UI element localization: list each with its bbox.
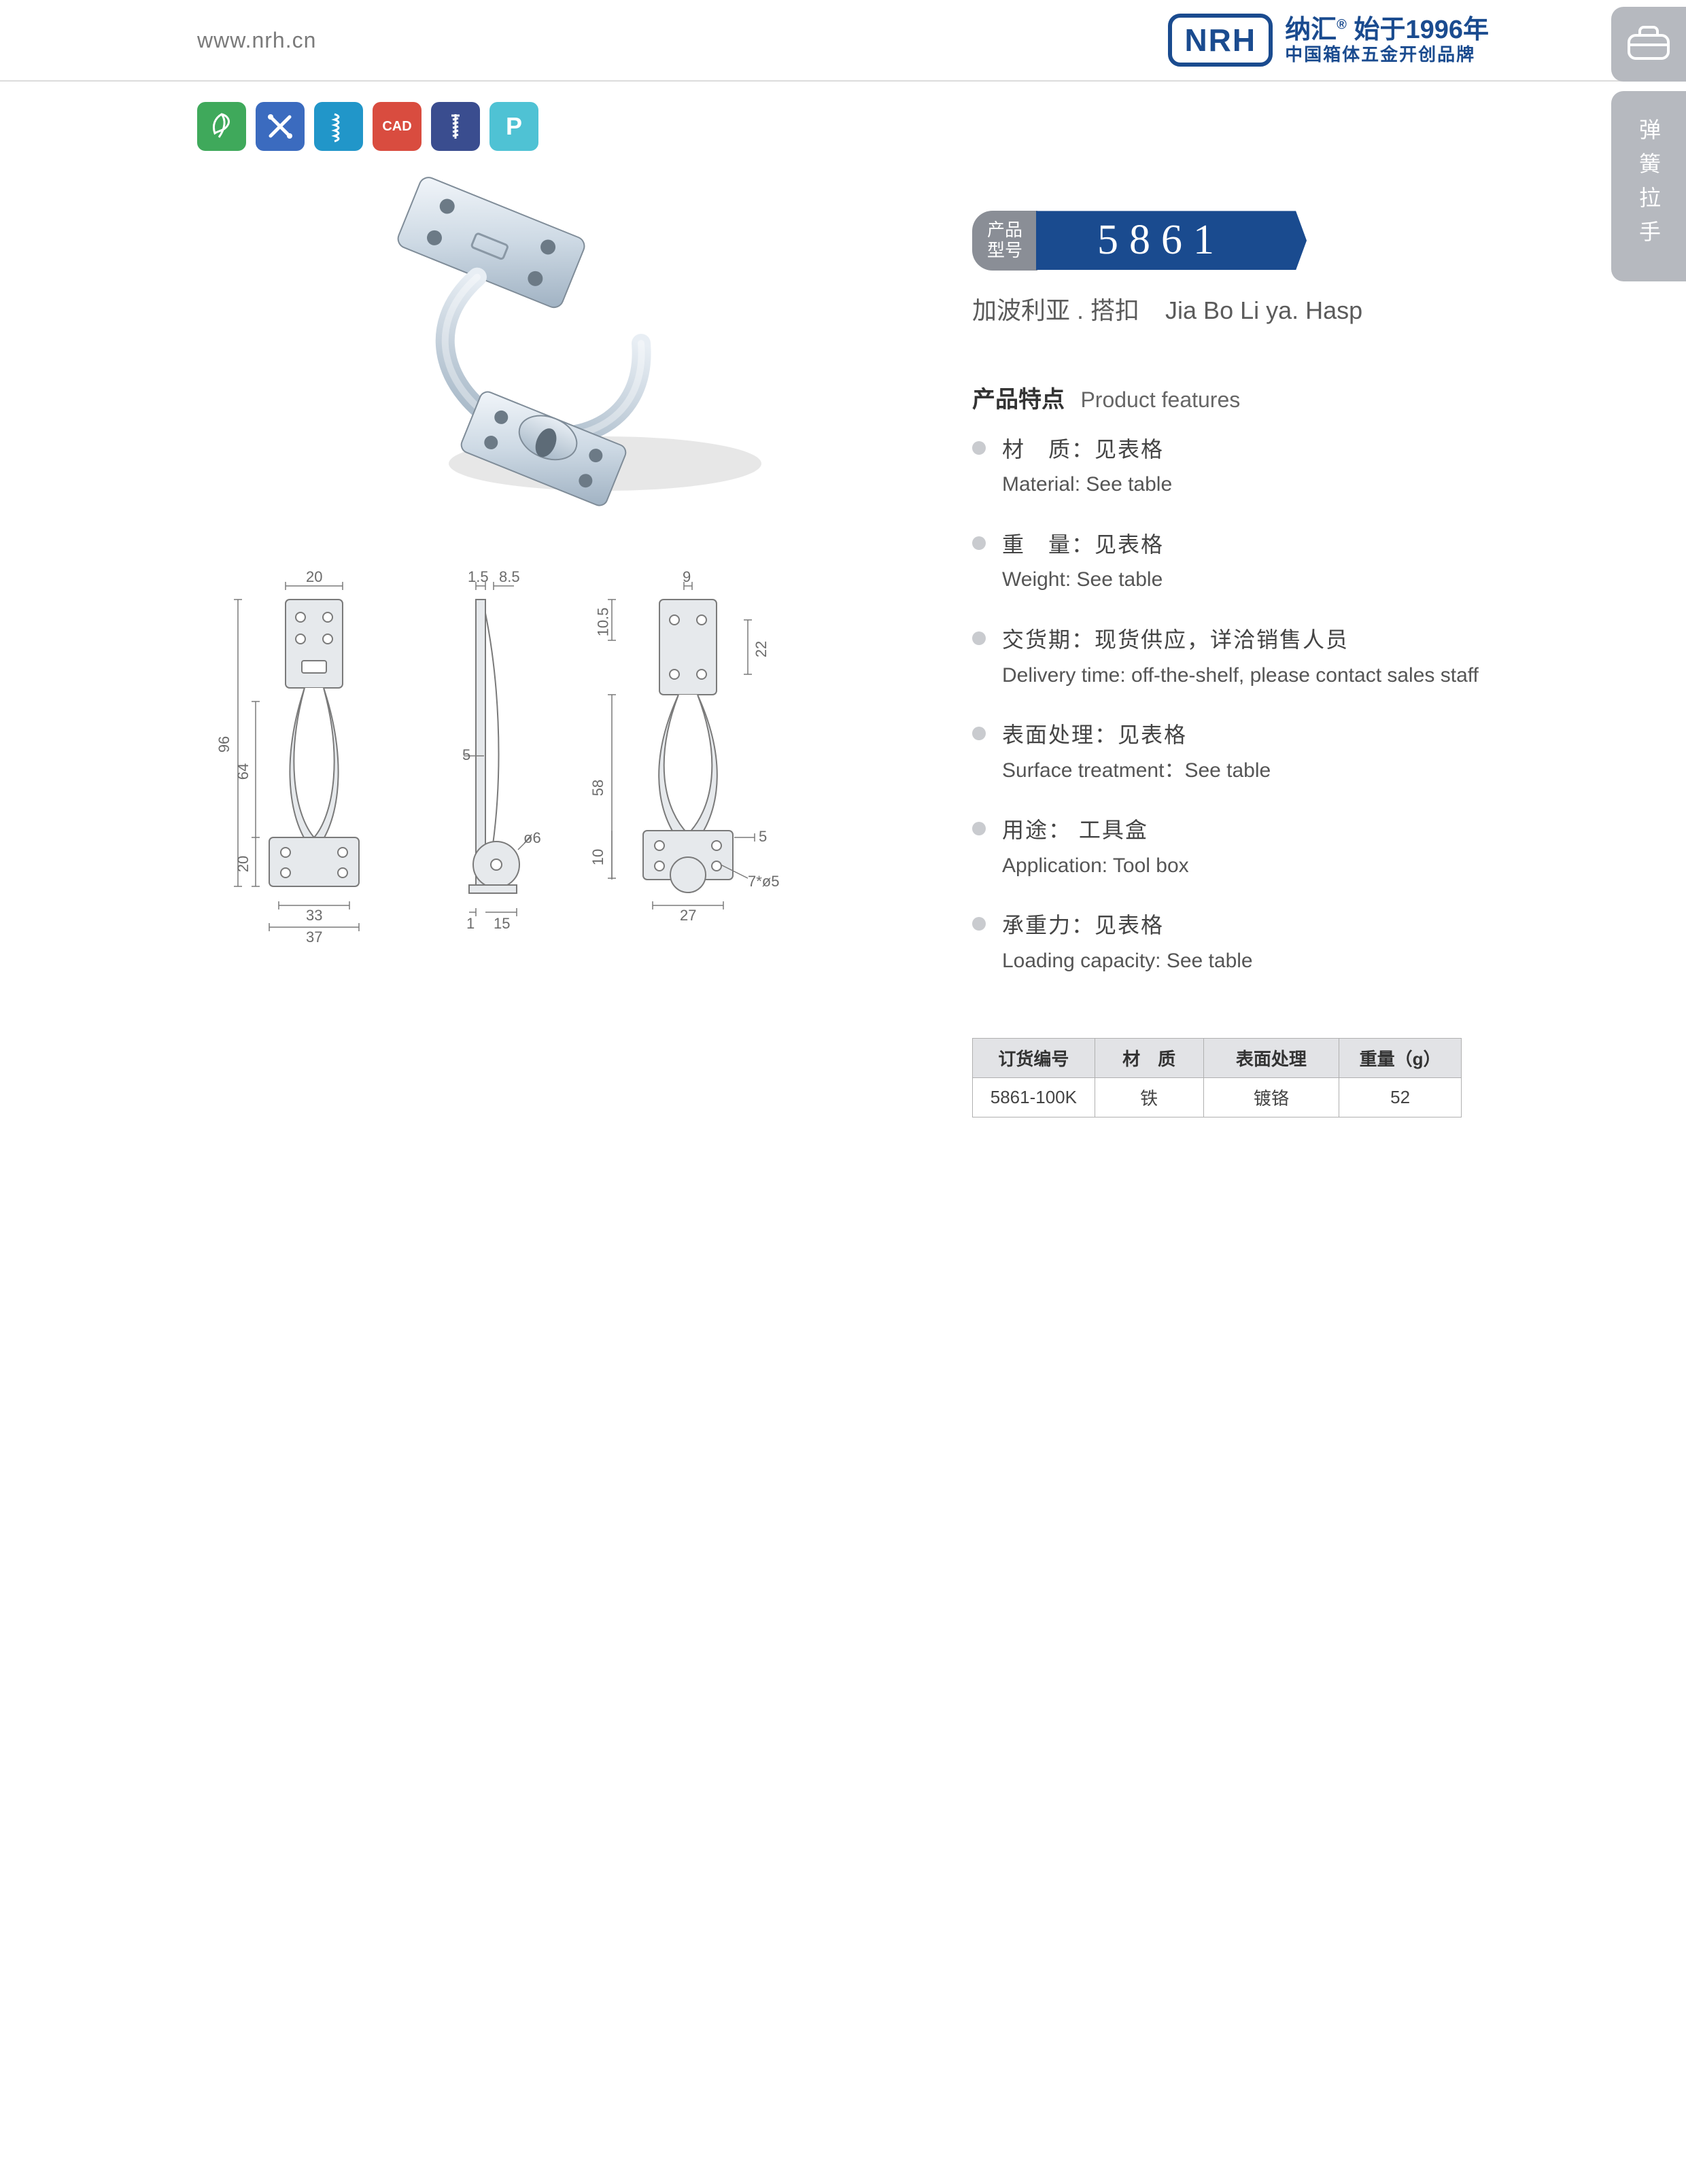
th-material: 材 质 — [1095, 1039, 1203, 1078]
cross-tool-icon — [256, 102, 305, 151]
feature-en: Material: See table — [1002, 469, 1489, 501]
website-url: www.nrh.cn — [197, 28, 316, 53]
feature-en: Weight: See table — [1002, 564, 1489, 596]
model-label: 产品 型号 — [972, 211, 1037, 271]
dim-front-top-w: 20 — [306, 568, 322, 586]
brand-line1: 纳汇® 始于1996年 — [1285, 16, 1489, 45]
feature-en: Application: Tool box — [1002, 850, 1489, 882]
dim-base-base-h: 10 — [589, 849, 607, 865]
dim-side-mid: 5 — [462, 746, 470, 764]
dim-base-slot: 5 — [759, 828, 767, 846]
left-column: CAD P — [197, 102, 891, 1117]
icon-row: CAD P — [197, 102, 891, 151]
dim-side-b1: 1 — [466, 915, 475, 933]
feature-en: Delivery time: off-the-shelf, please con… — [1002, 660, 1489, 692]
th-weight: 重量（g） — [1339, 1039, 1462, 1078]
brand-line2: 中国箱体五金开创品牌 — [1285, 45, 1489, 65]
feature-cn: 表面处理：见表格 — [1002, 718, 1489, 752]
features-title-cn: 产品特点 — [972, 387, 1065, 413]
side-tab-label: 弹簧拉手 — [1611, 91, 1686, 281]
base-view: 9 10.5 22 58 10 5 7*ø5 27 — [585, 566, 802, 967]
dim-front-outer-w: 37 — [306, 929, 322, 946]
product-name-cn: 加波利亚 . 搭扣 — [972, 296, 1139, 324]
eco-icon — [197, 102, 246, 151]
dim-base-plate-h: 22 — [753, 641, 770, 657]
dim-front-loop-h: 64 — [235, 763, 252, 780]
brand-logo: NRH — [1168, 14, 1273, 67]
dim-front-inner-w: 33 — [306, 907, 322, 924]
dim-base-top-h: 10.5 — [594, 608, 612, 637]
cad-icon: CAD — [373, 102, 422, 151]
product-name: 加波利亚 . 搭扣 Jia Bo Li ya. Hasp — [972, 291, 1489, 326]
td-material: 铁 — [1095, 1078, 1203, 1117]
dim-base-holes: 7*ø5 — [748, 873, 779, 890]
feature-list: 材 质：见表格 Material: See table 重 量：见表格 Weig… — [972, 433, 1489, 977]
features-title: 产品特点 Product features — [972, 381, 1489, 414]
screw-icon — [431, 102, 480, 151]
feature-cn: 材 质：见表格 — [1002, 433, 1489, 467]
feature-item: 重 量：见表格 Weight: See table — [972, 528, 1489, 596]
feature-cn: 交货期：现货供应，详洽销售人员 — [1002, 623, 1489, 657]
feature-en: Loading capacity: See table — [1002, 946, 1489, 977]
front-view: 20 96 64 20 33 37 — [204, 566, 408, 967]
brand-text: 纳汇® 始于1996年 中国箱体五金开创品牌 — [1285, 16, 1489, 64]
dim-side-t1: 1.5 — [468, 568, 489, 586]
feature-cn: 重 量：见表格 — [1002, 528, 1489, 562]
td-surface: 镀铬 — [1203, 1078, 1339, 1117]
table-header-row: 订货编号 材 质 表面处理 重量（g） — [973, 1039, 1462, 1078]
model-label-line2: 型号 — [987, 241, 1022, 261]
dim-base-overall-h: 58 — [589, 780, 607, 796]
reg-mark: ® — [1337, 17, 1347, 32]
feature-item: 用途： 工具盒 Application: Tool box — [972, 814, 1489, 882]
dim-base-top-w: 9 — [683, 568, 691, 586]
td-weight: 52 — [1339, 1078, 1462, 1117]
th-surface: 表面处理 — [1203, 1039, 1339, 1078]
dim-side-b2: 15 — [494, 915, 510, 933]
dim-side-t2: 8.5 — [499, 568, 520, 586]
content: CAD P — [0, 82, 1686, 1117]
side-tab-icon — [1611, 7, 1686, 82]
feature-cn: 用途： 工具盒 — [1002, 814, 1489, 848]
brand-block: NRH 纳汇® 始于1996年 中国箱体五金开创品牌 — [1168, 14, 1489, 67]
dim-base-base-w: 27 — [680, 907, 696, 924]
brand-since: 始于1996年 — [1354, 16, 1489, 44]
model-label-line1: 产品 — [987, 220, 1022, 241]
dim-side-dia: ø6 — [523, 829, 541, 847]
brand-name-cn: 纳汇 — [1285, 16, 1337, 44]
product-photo — [265, 171, 823, 525]
spring-icon — [314, 102, 363, 151]
right-column: 产品 型号 5861 加波利亚 . 搭扣 Jia Bo Li ya. Hasp … — [972, 102, 1489, 1117]
feature-cn: 承重力：见表格 — [1002, 909, 1489, 943]
dim-front-base-h: 20 — [235, 856, 252, 872]
feature-item: 材 质：见表格 Material: See table — [972, 433, 1489, 501]
side-tabs: 弹簧拉手 — [1611, 7, 1686, 281]
product-name-en: Jia Bo Li ya. Hasp — [1165, 296, 1362, 324]
model-row: 产品 型号 5861 — [972, 211, 1489, 271]
table-row: 5861-100K 铁 镀铬 52 — [973, 1078, 1462, 1117]
page-header: www.nrh.cn NRH 纳汇® 始于1996年 中国箱体五金开创品牌 — [0, 0, 1686, 82]
case-icon — [1625, 26, 1672, 63]
side-view: 1.5 8.5 5 ø6 1 15 — [442, 566, 551, 967]
td-order-no: 5861-100K — [973, 1078, 1095, 1117]
feature-item: 表面处理：见表格 Surface treatment：See table — [972, 718, 1489, 786]
feature-item: 承重力：见表格 Loading capacity: See table — [972, 909, 1489, 977]
th-order-no: 订货编号 — [973, 1039, 1095, 1078]
p-icon: P — [489, 102, 538, 151]
spec-table: 订货编号 材 质 表面处理 重量（g） 5861-100K 铁 镀铬 52 — [972, 1038, 1462, 1117]
technical-drawings: 20 96 64 20 33 37 — [197, 566, 891, 967]
model-number: 5861 — [1036, 211, 1307, 270]
dim-front-overall-h: 96 — [216, 736, 233, 752]
feature-item: 交货期：现货供应，详洽销售人员 Delivery time: off-the-s… — [972, 623, 1489, 691]
features-title-en: Product features — [1080, 387, 1240, 412]
feature-en: Surface treatment：See table — [1002, 755, 1489, 787]
